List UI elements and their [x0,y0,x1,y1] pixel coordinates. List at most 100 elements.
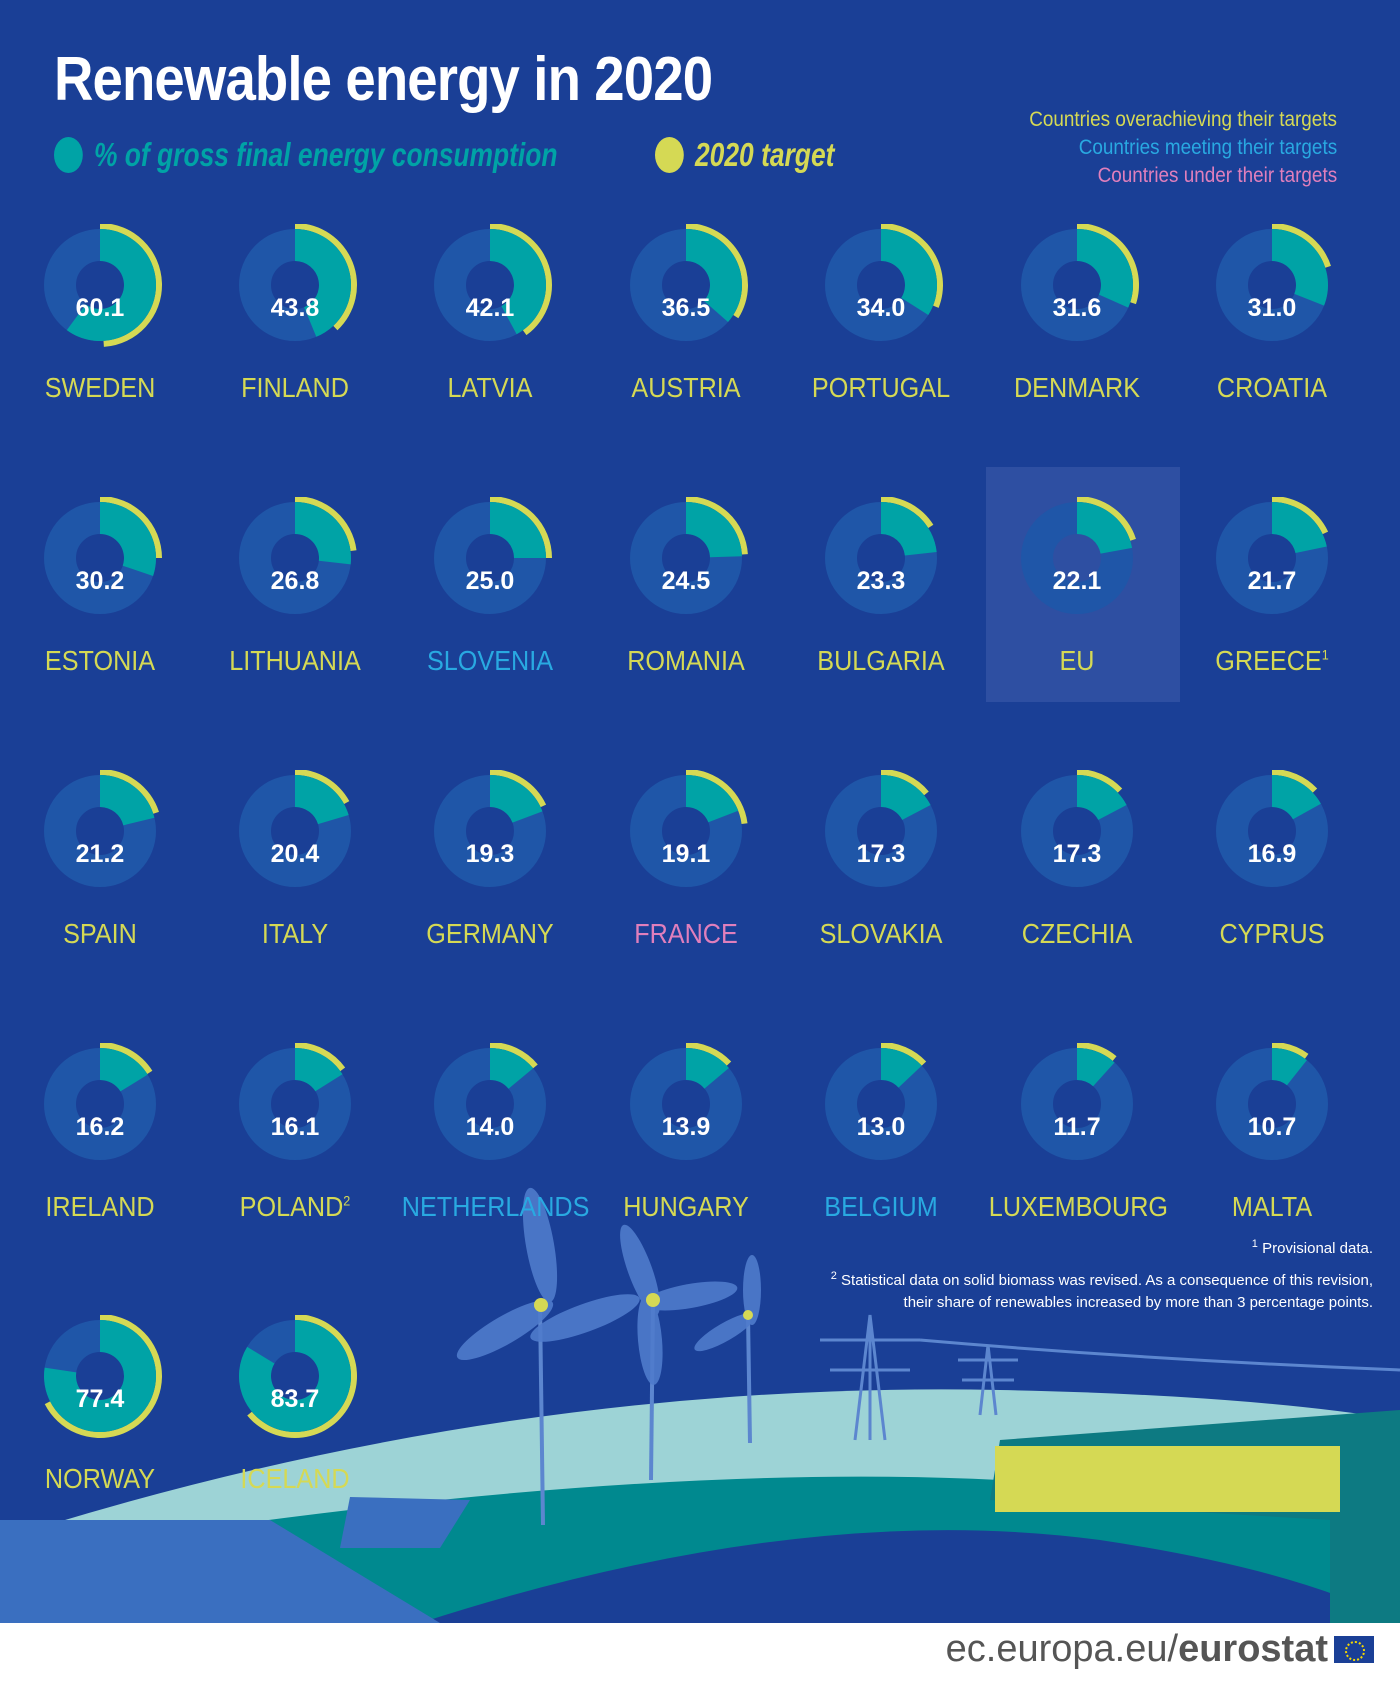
value-label: 34.0 [856,294,906,322]
donut-croatia: 31.0 CROATIA [1174,224,1370,484]
donut-germany: 19.3 GERMANY [392,770,588,1030]
value-label: 83.7 [270,1385,320,1413]
donut-chart [43,1315,162,1438]
value-arc [1272,229,1328,306]
donut-chart [434,224,553,341]
value-arc [881,502,937,556]
donut-romania: 24.5 ROMANIA [588,497,784,757]
target-arc [490,224,553,336]
value-label: 17.3 [856,840,906,868]
target-arc [1272,770,1318,793]
legend-share-label: % of gross final energy consumption [94,136,558,173]
country-label: LUXEMBOURG [988,1191,1169,1222]
target-arc [1272,1043,1309,1059]
target-arc [686,224,748,319]
value-arc [295,1048,343,1092]
target-arc [881,1043,927,1066]
target-arc [686,770,748,824]
value-arc [490,502,546,558]
country-label: HUNGARY [623,1191,749,1222]
value-label: 17.3 [1052,840,1102,868]
legend-target: 2020 target [655,136,834,174]
value-arc [881,1048,922,1088]
target-arc [1272,224,1331,268]
donut-chart [630,497,748,614]
value-label: 77.4 [75,1385,125,1413]
target-arc [100,497,162,558]
target-arc [881,224,943,308]
value-arc [1077,1048,1115,1087]
value-arc [239,1320,351,1432]
footnote-1: 1 Provisional data. [1251,1238,1373,1257]
donut-chart [1021,224,1140,341]
value-label: 31.6 [1052,294,1102,322]
donut-denmark: 31.6 DENMARK [979,224,1175,484]
value-arc [66,229,156,341]
donut-italy: 20.4 ITALY [197,770,393,1030]
country-label: CZECHIA [1021,918,1133,949]
country-label: FRANCE [634,918,738,949]
footnote-mark: 2 [343,1192,351,1209]
value-arc [490,229,546,335]
country-label: ROMANIA [627,645,745,676]
country-label: DENMARK [1013,372,1140,403]
country-label: BELGIUM [824,1191,938,1222]
donut-slovakia: 17.3 SLOVAKIA [783,770,979,1030]
target-arc [1077,770,1123,793]
donut-czechia: 17.3 CZECHIA [979,770,1175,1030]
country-label: BULGARIA [817,645,945,676]
value-label: 13.9 [661,1113,711,1141]
donut-chart [1216,224,1331,341]
country-label: EU [1059,645,1095,676]
donut-chart [1021,497,1136,614]
target-arc [295,224,357,331]
value-arc [686,775,739,823]
country-label: CYPRUS [1219,918,1325,949]
donut-france: 19.1 FRANCE [588,770,784,1030]
value-arc [295,502,351,565]
donut-sweden: 60.1 SWEDEN [2,224,198,484]
donut-latvia: 42.1 LATVIA [392,224,588,484]
target-arc [490,770,547,808]
target-arc [1272,497,1329,535]
footnote-2: 2 Statistical data on solid biomass was … [830,1270,1373,1311]
donut-spain: 21.2 SPAIN [2,770,198,1030]
value-arc [490,1048,534,1089]
donut-chart [434,497,552,614]
donut-chart [825,497,937,614]
dam-icon [995,1446,1340,1512]
target-arc [247,1315,357,1438]
value-label: 16.2 [75,1113,125,1141]
target-arc [100,770,159,814]
value-arc [1272,775,1321,820]
solar-panel-icon [0,1520,440,1623]
target-arc [1077,497,1136,541]
value-label: 13.0 [856,1113,906,1141]
donut-chart [1021,1043,1133,1160]
value-arc [686,502,742,558]
donut-iceland: 83.7 ICELAND [197,1315,393,1575]
donut-chart [1216,770,1328,887]
donut-lithuania: 26.8 LITHUANIA [197,497,393,757]
value-arc [881,229,937,316]
target-arc [295,497,357,551]
country-label: LATVIA [447,372,533,403]
donut-chart [239,1315,357,1438]
country-label: SLOVENIA [426,645,554,676]
value-label: 42.1 [465,294,515,322]
value-label: 16.9 [1247,840,1297,868]
country-label: ICELAND [240,1463,350,1494]
page-title: Renewable energy in 2020 [54,45,713,114]
donut-ireland: 16.2 IRELAND [2,1043,198,1303]
donut-chart [825,770,937,887]
country-label: IRELAND [45,1191,155,1222]
country-label: CROATIA [1216,372,1328,403]
target-arc [490,497,552,558]
donut-eu: 22.1 EU [979,497,1175,757]
value-label: 31.0 [1247,294,1297,322]
donut-malta: 10.7 MALTA [1174,1043,1370,1303]
donut-chart [44,224,162,347]
donut-chart [1216,1043,1328,1160]
donut-greece: 21.7 GREECE1 [1174,497,1370,757]
country-label: NORWAY [44,1463,156,1494]
